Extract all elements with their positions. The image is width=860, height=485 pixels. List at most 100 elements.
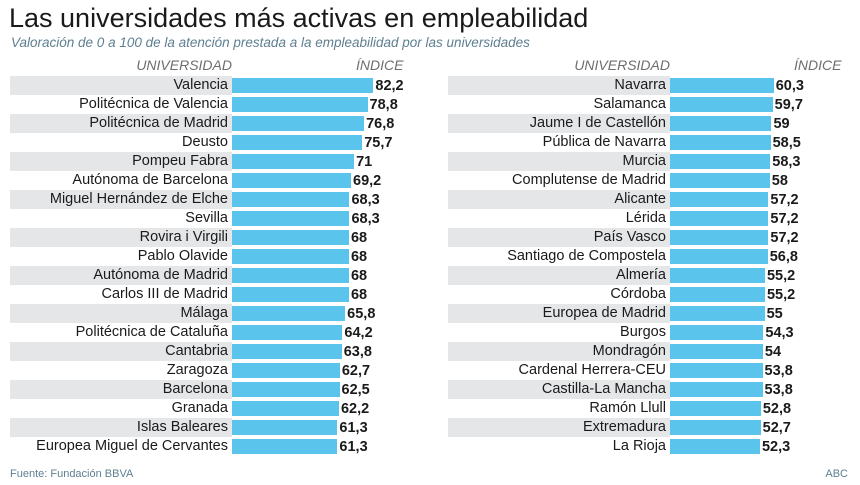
university-label: Deusto [182, 134, 228, 150]
index-bar [670, 78, 774, 93]
index-bar [670, 97, 773, 112]
right-panel: UNIVERSIDAD ÍNDICE Navarra 60,3 Salamanca 5… [448, 55, 860, 463]
index-value-label: 82,2 [375, 78, 404, 94]
university-row: Granada 62,2 [10, 399, 422, 418]
university-row: Cantabria 63,8 [10, 342, 422, 361]
index-value-label: 65,8 [347, 306, 376, 322]
index-value-label: 55,2 [766, 287, 796, 303]
university-label: La Rioja [612, 438, 666, 454]
university-row: Málaga 65,8 [10, 304, 422, 323]
index-value-label: 61,3 [339, 420, 368, 436]
index-bar [670, 116, 772, 131]
university-label: Santiago de Compostela [507, 248, 666, 264]
index-value-label: 58 [771, 173, 788, 189]
index-bar [232, 344, 342, 359]
university-row: País Vasco 57,2 [448, 228, 860, 247]
index-bar [670, 420, 761, 435]
university-label: Lérida [625, 210, 666, 226]
university-row: Jaume I de Castellón 59 [448, 114, 860, 133]
row-stripe [448, 380, 670, 399]
university-row: La Rioja 52,3 [448, 437, 860, 456]
index-bar [670, 249, 768, 264]
index-bar [670, 192, 769, 207]
university-label: Navarra [614, 77, 666, 93]
university-row: Rovira i Virgili 68 [10, 228, 422, 247]
index-bar [232, 439, 338, 454]
university-label: Rovira i Virgili [139, 229, 228, 245]
index-value-label: 76,8 [366, 116, 395, 132]
university-label: Pública de Navarra [542, 134, 666, 150]
index-bar [232, 116, 365, 131]
university-row: Autónoma de Barcelona 69,2 [10, 171, 422, 190]
university-label: País Vasco [593, 229, 666, 245]
university-row: Barcelona 62,5 [10, 380, 422, 399]
university-row: Carlos III de Madrid 68 [10, 285, 422, 304]
university-row: Ramón Llull 52,8 [448, 399, 860, 418]
index-bar [670, 382, 763, 397]
university-label: Politécnica de Cataluña [75, 324, 228, 340]
university-row: Salamanca 59,7 [448, 95, 860, 114]
index-bar [670, 135, 771, 150]
university-label: Cardenal Herrera-CEU [518, 362, 666, 378]
row-stripe [10, 342, 232, 361]
index-value-label: 52,8 [762, 401, 792, 417]
index-value-label: 78,8 [369, 97, 398, 113]
university-label: Castilla-La Mancha [541, 381, 666, 397]
university-column-header: UNIVERSIDAD [574, 57, 670, 73]
university-row: Politécnica de Cataluña 64,2 [10, 323, 422, 342]
university-label: Politécnica de Valencia [79, 96, 228, 112]
row-stripe [448, 304, 670, 323]
row-stripe [10, 152, 232, 171]
index-value-label: 60,3 [775, 78, 804, 94]
index-bar [232, 325, 343, 340]
index-bar [670, 439, 760, 454]
index-value-label: 56,8 [769, 249, 798, 265]
row-stripe [10, 304, 232, 323]
university-row: Europea de Madrid 55 [448, 304, 860, 323]
index-bar [670, 230, 769, 245]
university-label: Mondragón [592, 343, 666, 359]
index-value-label: 59,7 [774, 97, 803, 113]
index-column-header: ÍNDICE [356, 57, 404, 73]
university-column-header: UNIVERSIDAD [136, 57, 232, 73]
index-bar [232, 230, 349, 245]
university-label: Autónoma de Madrid [93, 267, 228, 283]
university-row: Pública de Navarra 58,5 [448, 133, 860, 152]
index-column-header: ÍNDICE [794, 57, 842, 73]
university-label: Complutense de Madrid [512, 172, 666, 188]
university-label: Pompeu Fabra [132, 153, 228, 169]
university-label: Córdoba [610, 286, 666, 302]
university-label: Murcia [622, 153, 666, 169]
index-value-label: 68 [350, 249, 368, 265]
university-label: Pablo Olavide [137, 248, 228, 264]
university-label: Europea Miguel de Cervantes [36, 438, 228, 454]
index-value-label: 62,7 [341, 363, 371, 379]
index-value-label: 68 [350, 268, 368, 284]
row-stripe [10, 380, 232, 399]
index-value-label: 55,2 [766, 268, 796, 284]
university-row: Córdoba 55,2 [448, 285, 860, 304]
university-label: Extremadura [582, 419, 666, 435]
index-bar [670, 287, 765, 302]
row-stripe [10, 228, 232, 247]
university-row: Almería 55,2 [448, 266, 860, 285]
university-label: Almería [616, 267, 666, 283]
index-bar [670, 325, 764, 340]
university-label: Ramón Llull [589, 400, 666, 416]
index-bar [232, 268, 349, 283]
index-bar [670, 401, 761, 416]
university-label: Burgos [620, 324, 666, 340]
index-value-label: 57,2 [770, 211, 799, 227]
row-stripe [448, 76, 670, 95]
row-stripe [448, 266, 670, 285]
index-bar [232, 135, 363, 150]
index-value-label: 59 [773, 116, 790, 132]
university-row: Miguel Hernández de Elche 68,3 [10, 190, 422, 209]
index-bar [232, 306, 346, 321]
index-value-label: 71 [356, 154, 373, 170]
index-bar [670, 344, 763, 359]
index-bar [232, 211, 350, 226]
university-row: Europea Miguel de Cervantes 61,3 [10, 437, 422, 456]
university-label: Europea de Madrid [542, 305, 666, 321]
index-bar [232, 154, 355, 169]
